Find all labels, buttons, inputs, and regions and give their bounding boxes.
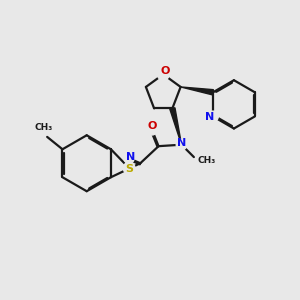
Circle shape [176,140,187,150]
Text: N: N [126,152,135,162]
Polygon shape [170,108,182,145]
Text: CH₃: CH₃ [197,155,216,164]
Circle shape [123,162,135,174]
Text: CH₃: CH₃ [34,123,53,132]
Text: S: S [125,164,133,174]
Circle shape [124,153,134,164]
Circle shape [158,68,169,80]
Text: N: N [206,112,215,122]
Text: O: O [147,121,157,130]
Circle shape [147,125,157,135]
Polygon shape [181,87,213,95]
Text: N: N [177,138,186,148]
Circle shape [208,111,218,122]
Text: O: O [160,66,169,76]
